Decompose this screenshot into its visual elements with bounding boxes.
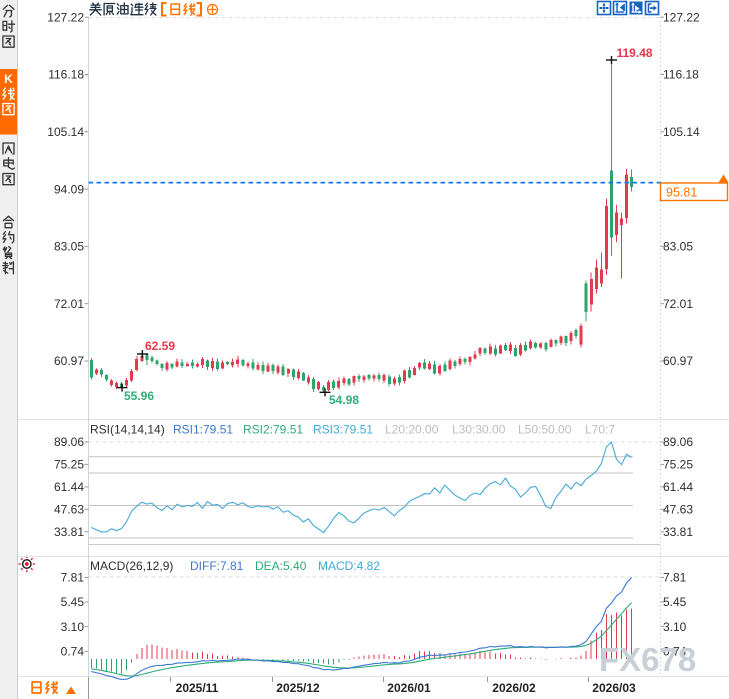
svg-text:L70:7: L70:7 [585,423,615,437]
svg-text:2025/11: 2025/11 [176,681,219,695]
svg-text:105.14: 105.14 [663,125,700,139]
svg-text:5.45: 5.45 [663,595,687,609]
svg-text:3.10: 3.10 [663,620,687,634]
svg-text:60.97: 60.97 [54,354,84,368]
svg-text:55.96: 55.96 [124,389,154,403]
svg-text:94.09: 94.09 [54,182,84,196]
svg-text:2026/01: 2026/01 [387,681,431,695]
svg-text:89.06: 89.06 [54,435,84,449]
svg-text:60.97: 60.97 [663,354,693,368]
svg-text:72.01: 72.01 [663,297,693,311]
svg-text:62.59: 62.59 [145,339,175,353]
svg-text:3.10: 3.10 [61,620,85,634]
svg-text:MACD(26,12,9): MACD(26,12,9) [90,559,173,573]
svg-text:116.18: 116.18 [663,68,699,82]
svg-text:127.22: 127.22 [663,10,700,24]
svg-text:FX678: FX678 [599,641,696,678]
svg-text:7.81: 7.81 [663,571,687,585]
svg-text:0.74: 0.74 [61,645,85,659]
svg-text:L30:30.00: L30:30.00 [452,423,506,437]
svg-text:2026/03: 2026/03 [592,681,636,695]
svg-text:L50:50.00: L50:50.00 [518,423,572,437]
svg-text:105.14: 105.14 [47,125,84,139]
svg-text:5.45: 5.45 [61,595,85,609]
svg-text:2026/02: 2026/02 [492,681,536,695]
svg-text:127.22: 127.22 [47,10,84,24]
svg-text:RSI2:79.51: RSI2:79.51 [243,423,303,437]
svg-text:89.06: 89.06 [663,435,693,449]
svg-text:119.48: 119.48 [617,46,653,60]
svg-text:RSI(14,14,14): RSI(14,14,14) [90,423,165,437]
svg-text:33.81: 33.81 [54,525,84,539]
svg-text:61.44: 61.44 [663,480,693,494]
svg-text:33.81: 33.81 [663,525,693,539]
svg-text:MACD:4.82: MACD:4.82 [318,559,380,573]
svg-text:RSI1:79.51: RSI1:79.51 [173,423,233,437]
svg-text:83.05: 83.05 [663,240,693,254]
svg-text:61.44: 61.44 [54,480,84,494]
svg-text:DIFF:7.81: DIFF:7.81 [190,559,244,573]
svg-text:K: K [4,72,13,86]
svg-text:47.63: 47.63 [663,503,693,517]
svg-text:54.98: 54.98 [329,393,359,407]
svg-text:83.05: 83.05 [54,240,84,254]
svg-text:7.81: 7.81 [61,571,85,585]
svg-text:116.18: 116.18 [48,68,84,82]
svg-text:0.74: 0.74 [663,645,687,659]
svg-text:2025/12: 2025/12 [276,681,320,695]
svg-text:L20:20.00: L20:20.00 [385,423,439,437]
svg-text:75.25: 75.25 [663,458,693,472]
svg-text:75.25: 75.25 [54,458,84,472]
svg-text:95.81: 95.81 [666,186,697,200]
svg-text:RSI3:79.51: RSI3:79.51 [313,423,373,437]
svg-text:47.63: 47.63 [54,503,84,517]
svg-text:72.01: 72.01 [54,297,84,311]
svg-text:DEA:5.40: DEA:5.40 [255,559,307,573]
